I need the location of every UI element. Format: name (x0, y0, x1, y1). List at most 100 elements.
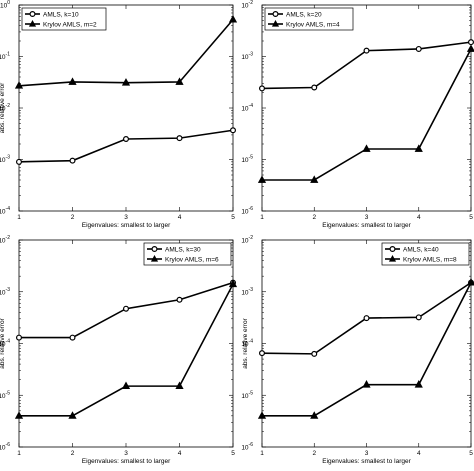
y-tick-label: 10-2 (0, 235, 10, 245)
legend-circle-marker (151, 246, 158, 253)
y-tick-label: 10-3 (0, 155, 10, 165)
x-tick-label: 1 (17, 214, 21, 221)
y-tick-label: 10-2 (241, 0, 253, 10)
y-tick-exponent: -6 (6, 442, 11, 448)
y-tick-base: 10 (0, 341, 6, 348)
y-tick-exponent: -6 (249, 442, 254, 448)
y-tick-base: 10 (0, 54, 6, 61)
x-tick-label: 4 (178, 214, 182, 221)
circle-marker (122, 136, 129, 143)
y-tick-base: 10 (241, 393, 249, 400)
legend-triangle-marker (150, 255, 159, 262)
x-tick-label: 1 (260, 450, 264, 457)
legend-box (264, 7, 354, 31)
triangle-marker (310, 411, 319, 419)
triangle-marker (414, 144, 423, 152)
x-tick-label: 5 (231, 450, 235, 457)
x-tick-label: 2 (312, 450, 316, 457)
plot-frame (18, 4, 234, 212)
y-tick-exponent: -4 (249, 339, 254, 345)
y-tick-label: 10-3 (0, 287, 10, 297)
triangle-marker (257, 175, 267, 183)
triangle-marker (68, 77, 77, 85)
y-tick-exponent: 0 (7, 0, 10, 6)
y-tick-label: 10-2 (0, 103, 10, 113)
y-tick-base: 10 (241, 341, 249, 348)
triangle-marker (310, 175, 319, 183)
legend-entry: Krylov AMLS, m=8 (403, 256, 457, 263)
y-tick-base: 10 (241, 238, 249, 245)
y-tick-exponent: -4 (6, 339, 11, 345)
circle-marker (176, 296, 183, 303)
x-tick-label: 3 (365, 214, 369, 221)
triangle-marker (175, 381, 184, 390)
x-tick-label: 3 (124, 214, 128, 221)
legend-circle-marker (389, 246, 396, 253)
legend-triangle-marker (271, 20, 280, 27)
triangle-marker (466, 278, 474, 286)
y-tick-base: 10 (0, 445, 6, 452)
y-tick-exponent: -3 (6, 287, 11, 293)
y-tick-label: 10-4 (241, 339, 253, 349)
circle-marker (122, 305, 129, 312)
triangle-marker (228, 279, 238, 288)
circle-marker (311, 350, 318, 357)
triangle-marker (14, 411, 24, 419)
y-tick-exponent: -2 (249, 235, 254, 241)
circle-marker (363, 315, 370, 322)
x-tick-label: 2 (71, 450, 75, 457)
y-tick-label: 10-2 (241, 235, 253, 245)
x-tick-label: 4 (417, 450, 421, 457)
legend-circle-marker (272, 11, 279, 18)
y-tick-exponent: -4 (6, 206, 11, 212)
legend-box (381, 242, 470, 266)
y-tick-exponent: -2 (6, 103, 11, 109)
y-tick-base: 10 (0, 238, 6, 245)
y-tick-exponent: -1 (6, 52, 11, 58)
y-tick-label: 10-5 (241, 390, 253, 400)
triangle-marker (362, 144, 371, 152)
legend-entry: AMLS, k=10 (43, 11, 79, 18)
circle-marker (16, 158, 23, 165)
plot-frame (261, 4, 472, 212)
y-tick-exponent: -4 (249, 103, 254, 109)
legend-triangle-marker (388, 255, 397, 262)
x-tick-label: 4 (178, 450, 182, 457)
x-axis-label: Eigenvalues: smallest to larger (82, 458, 171, 465)
legend-entry: Krylov AMLS, m=4 (286, 21, 340, 28)
triangle-marker (414, 380, 423, 388)
y-tick-base: 10 (241, 157, 249, 164)
x-tick-label: 3 (124, 450, 128, 457)
triangle-marker (466, 44, 474, 52)
circle-marker (363, 47, 370, 54)
x-tick-label: 4 (417, 214, 421, 221)
y-tick-base: 10 (241, 445, 249, 452)
legend-entry: AMLS, k=20 (286, 11, 322, 18)
triangle-marker (362, 380, 371, 388)
circle-marker (415, 45, 422, 52)
y-tick-base: 10 (241, 289, 249, 296)
triangle-marker (68, 411, 77, 419)
y-tick-label: 10-1 (0, 52, 10, 62)
y-tick-exponent: -3 (6, 155, 11, 161)
legend-box (143, 242, 232, 266)
x-tick-label: 2 (312, 214, 316, 221)
y-tick-label: 10-6 (241, 442, 253, 452)
y-tick-exponent: -6 (249, 206, 254, 212)
triangle-marker (14, 81, 24, 89)
circle-marker (311, 84, 318, 91)
triangle-marker (121, 78, 131, 86)
plot-frame (261, 239, 472, 448)
circle-marker (230, 127, 237, 134)
circle-marker (259, 85, 266, 92)
legend-entry: Krylov AMLS, m=2 (43, 21, 97, 28)
y-tick-label: 10-6 (241, 206, 253, 216)
circle-marker (69, 334, 76, 341)
y-tick-base: 10 (0, 393, 6, 400)
legend-triangle-marker (28, 20, 37, 27)
triangle-marker (175, 77, 184, 85)
y-tick-label: 10-5 (0, 390, 10, 400)
x-axis-label: Eigenvalues: smallest to larger (322, 458, 411, 465)
